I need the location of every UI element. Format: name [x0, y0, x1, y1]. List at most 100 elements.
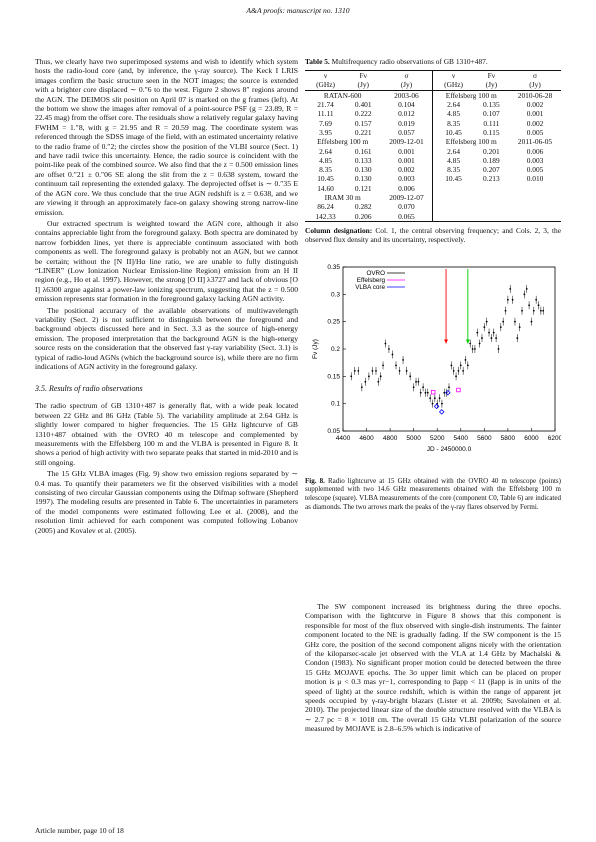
table-cell: 2011-06-05 — [517, 137, 553, 147]
ovro-point — [441, 402, 443, 405]
x-tick-label: 5800 — [501, 435, 516, 442]
x-tick-label: 6000 — [524, 435, 539, 442]
table-cell: 0.222 — [354, 109, 372, 119]
ovro-point — [499, 325, 502, 328]
table-cell: 0.121 — [354, 183, 372, 193]
y-tick-label: 0.05 — [327, 428, 340, 435]
table-cell: RATAN-600 — [323, 90, 362, 100]
ovro-point — [495, 336, 498, 339]
ovro-point — [459, 364, 462, 367]
ovro-point — [438, 397, 441, 399]
table-cell: 2010-06-28 — [517, 90, 553, 100]
table-cell: 142.33 — [305, 211, 347, 222]
ovro-point — [530, 320, 533, 323]
table-cell: 10.45 — [432, 174, 474, 184]
table-cell: 0.130 — [354, 174, 372, 184]
ovro-point — [509, 287, 512, 290]
table-cell: ν — [432, 70, 474, 81]
left-column: Thus, we clearly have two superimposed s… — [35, 57, 298, 535]
running-header: A&A proofs: manuscript no. 1310 — [246, 6, 350, 15]
table-cell: 0.401 — [354, 100, 372, 110]
table-cell: 10.45 — [317, 174, 334, 184]
table-cell: 2003-06 — [394, 90, 419, 100]
plot-frame — [342, 266, 556, 432]
table-cell — [432, 202, 474, 212]
paragraph: Our extracted spectrum is weighted towar… — [35, 218, 298, 304]
ovro-point — [478, 342, 481, 345]
table-row: 2.64 0.161 0.001 2.64 0.201 0.006 — [305, 146, 561, 156]
paragraph: The radio spectrum of GB 1310+487 is gen… — [35, 401, 298, 467]
table-cell: ν — [305, 70, 347, 81]
ovro-point — [429, 397, 432, 399]
table-cell: 2.64 — [319, 146, 332, 156]
ovro-point — [535, 298, 538, 301]
ovro-point — [481, 336, 483, 339]
table-cell: (Jy) — [473, 80, 510, 91]
table-cell: 0.157 — [354, 118, 372, 128]
ovro-point — [455, 375, 457, 377]
ovro-point — [523, 293, 526, 295]
table-cell: 2009-12-01 — [389, 137, 424, 147]
table-cell: 0.189 — [483, 155, 500, 165]
table-cell: 0.002 — [526, 118, 544, 128]
table-row: 11.11 0.222 0.012 4.85 0.107 0.001 — [305, 109, 561, 119]
table-cell: 0.130 — [354, 165, 372, 175]
table-cell: (GHz) — [432, 80, 474, 91]
table-cell: 14.60 — [317, 183, 334, 193]
table-cell: 11.11 — [317, 109, 334, 119]
table-row: ν Fν σ ν Fν σ — [305, 70, 561, 81]
ovro-point — [422, 386, 424, 388]
ovro-point — [514, 320, 516, 323]
ovro-point — [353, 369, 356, 372]
table-cell: (Jy) — [380, 80, 433, 91]
table-row: RATAN-600 2003-06 Effelsberg 100 m 2010-06-… — [305, 90, 561, 100]
paragraph: Thus, we clearly have two superimposed s… — [35, 57, 298, 217]
legend-label: Effelsberg — [357, 277, 386, 284]
table-cell: 10.45 — [432, 127, 474, 138]
page-footer: Article number, page 10 of 18 — [35, 826, 124, 835]
table-cell: 0.002 — [398, 165, 415, 175]
ovro-point — [417, 380, 420, 383]
table-cell — [432, 183, 474, 193]
ovro-point — [502, 320, 505, 323]
table-cell: 0.107 — [483, 109, 500, 119]
right-text: The SW component increased its brightnes… — [305, 600, 561, 734]
y-tick-label: 0.2 — [331, 346, 340, 353]
table-cell: 0.006 — [398, 183, 415, 193]
table-cell: 0.111 — [483, 118, 500, 128]
table-cell: 7.69 — [319, 118, 332, 128]
y-tick-label: 0.25 — [327, 318, 340, 325]
table-cell: 4.85 — [319, 155, 332, 165]
vlba-point — [433, 403, 440, 409]
flare-arrow-head — [444, 339, 449, 344]
table-cell — [509, 184, 561, 193]
x-tick-label: 6200 — [548, 435, 561, 442]
table-cell — [432, 211, 474, 222]
table-row: 14.60 0.121 0.006 — [305, 183, 561, 193]
table-note: Column designation: Col. 1, the central … — [305, 226, 561, 244]
paragraph: The positional accuracy of the available… — [35, 305, 298, 371]
table-row: (GHz) (Jy) (Jy) (GHz) (Jy) (Jy) — [305, 80, 561, 91]
ovro-point — [490, 336, 493, 339]
table-cell: 0.003 — [398, 174, 415, 184]
figure-8: 4400 4600 4800 5000 5200 5400 5600 5800 6000 6200… — [305, 259, 563, 511]
table-cell: 0.005 — [526, 165, 544, 175]
table-cell: (Jy) — [346, 80, 381, 91]
table-caption-label: Table 5. — [305, 57, 330, 66]
ovro-point — [395, 364, 397, 367]
section-heading: 3.5. Results of radio observations — [35, 384, 143, 394]
ovro-point — [516, 336, 519, 339]
effelsberg-point — [456, 387, 461, 392]
table-cell — [509, 202, 561, 211]
ovro-point — [360, 386, 363, 388]
x-tick-label: 4600 — [359, 435, 374, 442]
table-cell: 0.057 — [398, 127, 415, 137]
ovro-point — [457, 369, 460, 372]
lightcurve-chart: 4400 4600 4800 5000 5200 5400 5600 5800 6000 6200… — [312, 264, 563, 453]
ovro-point — [384, 342, 387, 345]
ovro-point — [379, 375, 382, 377]
x-tick-label: 4400 — [336, 435, 351, 442]
ovro-point — [474, 347, 476, 350]
y-tick-label: 0.35 — [327, 264, 340, 271]
table-cell: 0.001 — [398, 146, 415, 156]
